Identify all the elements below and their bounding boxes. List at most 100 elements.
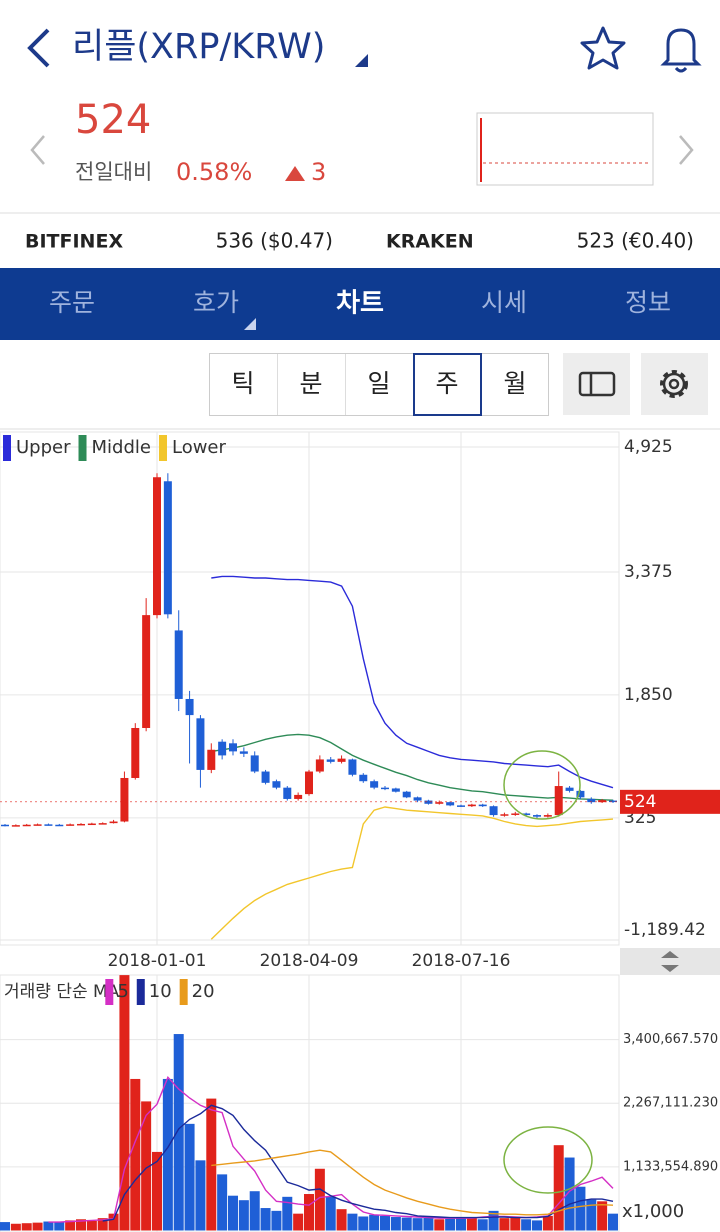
period-button[interactable]: 틱 [231,369,254,398]
volume-bar [466,1218,477,1231]
candle-body [229,743,237,752]
change-label: 전일대비 [75,160,152,184]
volume-bar [575,1186,586,1231]
period-button[interactable]: 일 [367,369,390,398]
mini-chart [476,112,654,186]
legend-label: 5 [117,981,128,1002]
period-button[interactable]: 분 [299,369,322,398]
legend-swatch [179,979,188,1005]
legend-label: 20 [192,981,215,1002]
legend-swatch [105,979,114,1005]
chart-labels: 2018-01-01 2018-04-09 2018-07-16 4,925 3,375… [3,435,720,1222]
legend-label: Upper [16,437,71,458]
tab[interactable]: 정보 [625,288,671,317]
volume-bar [173,1034,184,1231]
date-axis-band [0,948,720,975]
period-selected[interactable] [413,353,482,416]
candle-body [55,824,64,827]
volume-bar [206,1098,217,1231]
volume-bar [108,1213,119,1231]
highlight-circle [503,750,581,820]
unit-label: x1,000 [622,1201,684,1222]
tab-dropdown-icon[interactable] [244,318,256,330]
indicator-line [211,575,614,789]
candle-body [576,790,585,798]
candle-body [66,824,75,826]
period-selector [209,353,549,416]
layout-button[interactable] [563,353,630,415]
candle-body [315,759,324,772]
y-tick-label: 3,400,667.570 [623,1032,718,1047]
y-tick-label: 3,375 [624,562,673,582]
x-tick-label: 2018-04-09 [260,951,359,971]
legend-label: 10 [149,981,172,1002]
candle-body [120,777,129,822]
candle-body [598,800,607,803]
settings-gear-teeth[interactable] [660,370,688,398]
next-button[interactable] [679,135,694,165]
candle-body [489,806,498,816]
volume-bar [564,1157,575,1231]
x-tick-label: 2018-01-01 [108,951,207,971]
alarm-button[interactable] [660,28,702,73]
volume-bar [456,1217,466,1231]
candle-body [250,755,259,772]
favorite-button[interactable] [580,26,626,70]
settings-gear[interactable] [662,372,686,396]
volume-bar [119,975,130,1231]
candle-body [424,800,433,804]
y-tick-label: 1,133,554.890 [623,1159,718,1174]
title-dropdown-icon[interactable] [355,54,368,67]
bell-icon[interactable] [660,28,702,66]
volume-bar [86,1220,97,1231]
volume-bar [10,1223,21,1231]
tab[interactable]: 주문 [49,288,95,317]
candle-body [522,813,531,816]
volume-bar [445,1218,456,1231]
volume-bar [43,1221,54,1231]
volume-bar [499,1218,510,1231]
volume-bar [249,1191,260,1231]
volume-bar [401,1217,412,1231]
period-button[interactable]: 주 [435,369,458,398]
volume-bar [304,1194,314,1231]
volume-bar [488,1210,499,1231]
volume-bar [0,1222,10,1231]
candle-body [239,751,248,754]
indicator-line [211,1149,614,1216]
candle-body [1,824,9,827]
tab-active[interactable]: 차트 [336,289,384,319]
candle-body [22,824,31,827]
period-button[interactable]: 월 [503,369,526,398]
coin-title[interactable]: 리플(XRP/KRW) [72,27,325,67]
candle-body [174,630,183,699]
volume-bar [477,1219,488,1231]
volume-bar [586,1199,597,1231]
tab[interactable]: 시세 [481,288,527,317]
prev-button[interactable] [30,135,45,165]
change-amount: 3 [311,158,326,186]
candle-body [533,815,541,817]
volume-bar [532,1220,542,1231]
bell-clapper[interactable] [674,66,688,73]
up-arrow-icon [285,166,305,181]
volume-bar [521,1219,532,1231]
tab[interactable]: 호가 [193,288,239,317]
resize-icon[interactable] [661,951,679,972]
legend-label: Middle [92,437,151,458]
back-button[interactable] [27,28,50,68]
legend-title: 거래량 단순 MA [4,982,120,1002]
exchange-price: 536 ($0.47) [216,229,333,253]
price-chart [0,432,619,945]
legend-swatch [136,979,145,1005]
settings-gear-hole[interactable] [668,378,680,390]
volume-bar [282,1196,293,1231]
volume-chart [0,975,619,1232]
candle-body [348,759,357,775]
volume-bar [347,1213,358,1231]
candle-body [33,824,42,826]
settings-button[interactable] [641,353,708,415]
layout-icon[interactable] [578,371,616,397]
candle-body [142,615,151,728]
